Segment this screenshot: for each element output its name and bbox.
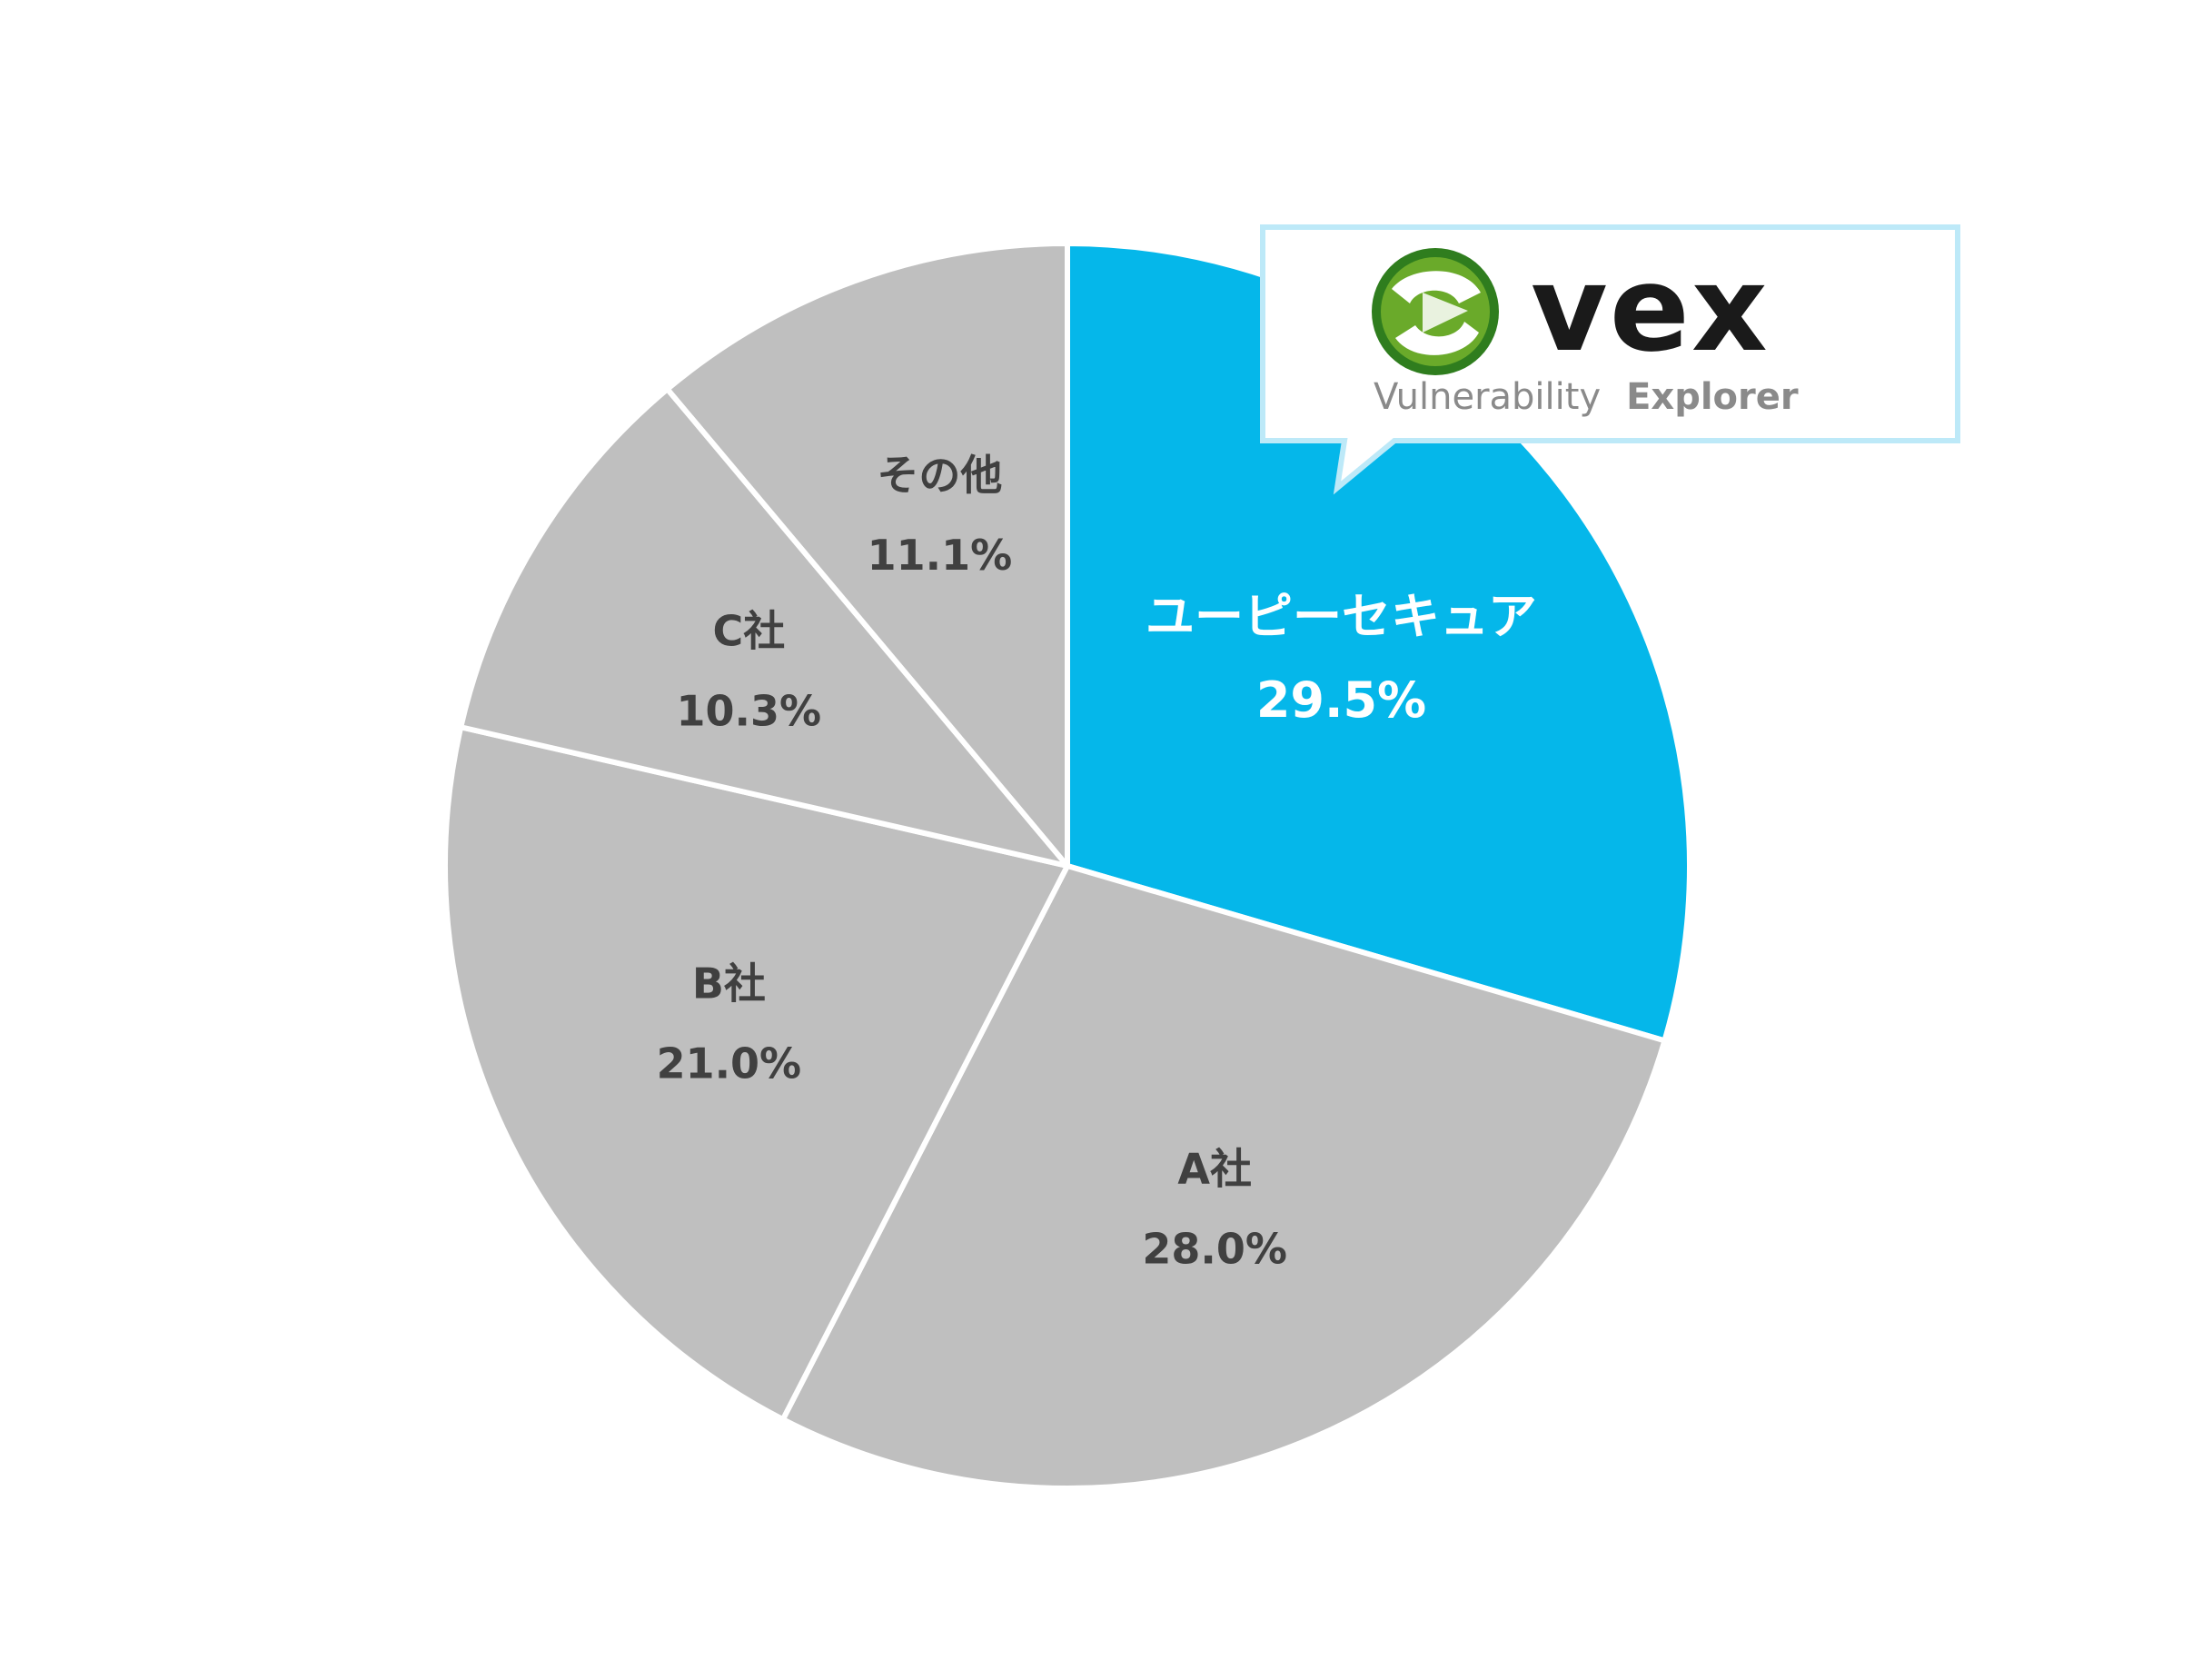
slice-value-label-0: 29.5% [1256,671,1426,729]
logo-subtitle-light: Vulnerability [1374,376,1601,418]
pie-slice-2 [442,724,1070,1423]
pie-slice-0 [1065,241,1693,1044]
slice-label-1: A社 [1177,1145,1252,1194]
logo-subtitle: Vulnerability Explorer [1374,376,1799,418]
slice-label-2: B社 [692,959,766,1008]
slice-value-label-3: 10.3% [677,687,822,736]
pie-slice-4 [664,241,1070,869]
vex-logo: vex Vulnerability Explorer [1372,240,1799,418]
pie-slice-1 [779,863,1668,1491]
logo-callout: vex Vulnerability Explorer [1260,224,1960,495]
logo-subtitle-bold: Explorer [1626,376,1799,418]
slice-label-0: ユーピーセキュア [1146,588,1537,645]
slice-value-label-2: 21.0% [657,1039,802,1088]
pie-slices [442,241,1693,1491]
vex-emblem-icon [1372,248,1499,375]
pie-slice-3 [458,386,1070,869]
slice-value-label-1: 28.0% [1142,1225,1287,1274]
slice-label-3: C社 [712,607,785,656]
logo-wordmark: vex [1531,240,1770,378]
slice-label-4: その他 [877,451,1002,500]
pie-labels: ユーピーセキュア 29.5% A社 28.0% B社 21.0% C社 10.3% その他 11.… [657,451,1537,1274]
slice-value-label-4: 11.1% [868,531,1013,580]
